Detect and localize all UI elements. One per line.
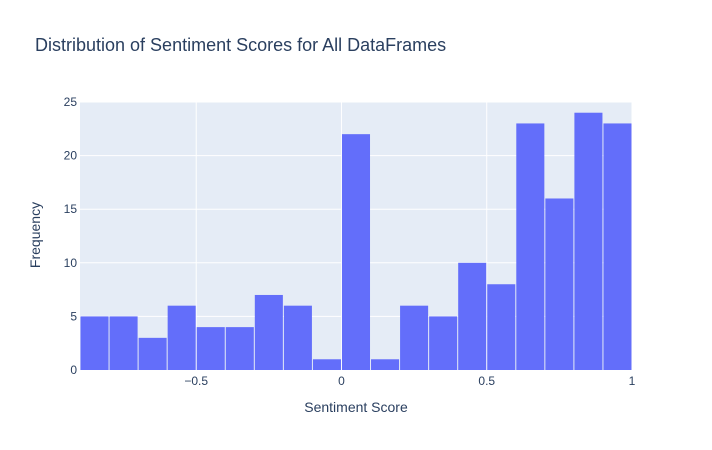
- y-tick-label: 20: [64, 149, 78, 163]
- histogram-bar[interactable]: [603, 123, 632, 370]
- y-axis-ticks: 0 5 10 15 20 25: [64, 95, 78, 377]
- y-tick-label: 5: [70, 309, 77, 323]
- histogram-bar[interactable]: [225, 327, 254, 370]
- y-tick-label: 15: [64, 202, 78, 216]
- histogram-bar[interactable]: [516, 123, 545, 370]
- histogram-bar[interactable]: [341, 134, 371, 370]
- x-axis-ticks: −0.5 0 0.5 1: [184, 374, 635, 388]
- histogram-bar[interactable]: [138, 337, 167, 370]
- y-axis-title: Frequency: [27, 202, 43, 268]
- histogram-bar[interactable]: [196, 327, 225, 370]
- histogram-bar[interactable]: [312, 359, 341, 370]
- histogram-bar[interactable]: [80, 316, 109, 370]
- chart-title: Distribution of Sentiment Scores for All…: [35, 35, 446, 55]
- histogram-bar[interactable]: [400, 305, 429, 370]
- histogram-bar[interactable]: [254, 294, 283, 370]
- x-axis-title: Sentiment Score: [304, 399, 408, 415]
- bars: [80, 112, 632, 370]
- histogram-bar[interactable]: [167, 305, 196, 370]
- histogram-bar[interactable]: [371, 359, 400, 370]
- histogram-bar[interactable]: [574, 112, 603, 370]
- histogram-bar[interactable]: [283, 305, 312, 370]
- y-tick-label: 10: [64, 256, 78, 270]
- x-tick-label: 0: [338, 374, 345, 388]
- x-tick-label: 1: [629, 374, 636, 388]
- y-tick-label: 25: [64, 95, 78, 109]
- x-tick-label: 0.5: [478, 374, 495, 388]
- y-tick-label: 0: [70, 363, 77, 377]
- histogram-bar[interactable]: [109, 316, 138, 370]
- x-tick-label: −0.5: [184, 374, 208, 388]
- histogram-bar[interactable]: [545, 198, 574, 370]
- histogram-bar[interactable]: [429, 316, 458, 370]
- histogram-bar[interactable]: [487, 284, 516, 370]
- histogram-bar[interactable]: [458, 262, 487, 370]
